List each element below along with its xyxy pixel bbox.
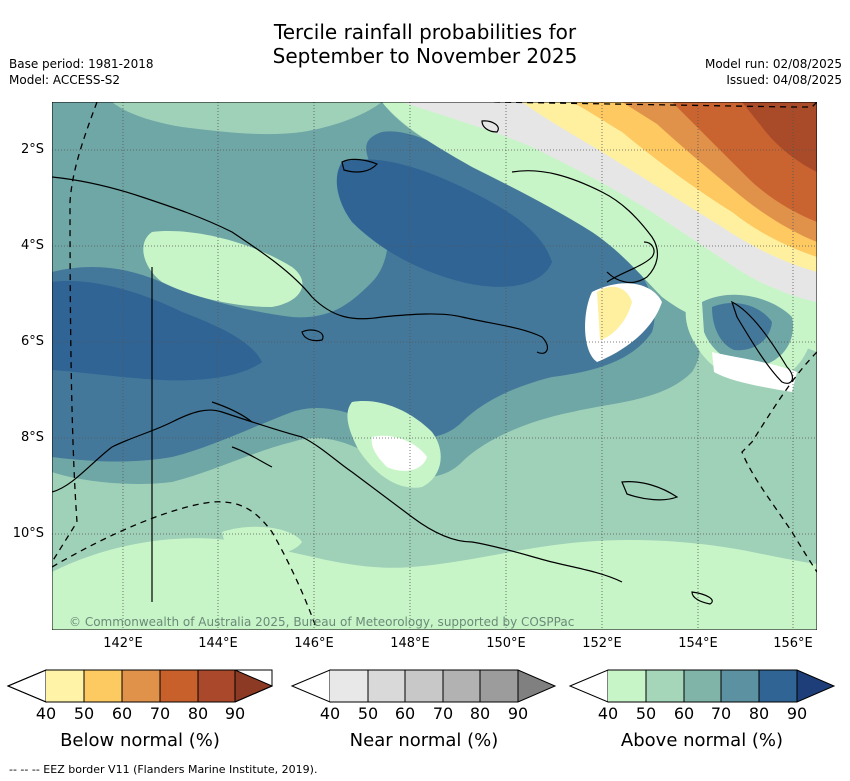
above-80-central: [336, 159, 552, 287]
above-swatch: [721, 670, 759, 702]
below-tick: 70: [149, 704, 171, 723]
above-tick: 50: [635, 704, 657, 723]
below-swatch: [198, 670, 235, 702]
above-swatch: [684, 670, 721, 702]
rainfall-probability-map: © Commonwealth of Australia 2025, Bureau…: [52, 102, 817, 630]
model-info: Base period: 1981-2018 Model: ACCESS-S2: [9, 56, 154, 88]
near-tick: 70: [432, 704, 454, 723]
credit-text: © Commonwealth of Australia 2025, Bureau…: [69, 615, 574, 629]
lon-label-150e: 150°E: [486, 636, 526, 651]
graticule: [52, 102, 817, 630]
above-tick: 80: [748, 704, 770, 723]
above-swatch: [608, 670, 646, 702]
coastlines: [52, 120, 794, 605]
no-signal-patch: [371, 435, 427, 471]
title-line-2: September to November 2025: [272, 44, 578, 68]
above-tick: 40: [597, 704, 619, 723]
near-tick: 60: [394, 704, 416, 723]
below-swatch: [46, 670, 84, 702]
title-line-1: Tercile rainfall probabilities for: [273, 20, 577, 44]
base-period-text: Base period: 1981-2018: [9, 57, 154, 71]
lon-label-142e: 142°E: [103, 636, 143, 651]
above-40-south: [52, 538, 817, 630]
near-swatch: [443, 670, 480, 702]
near-tick: 40: [319, 704, 341, 723]
lat-label-10s: 10°S: [12, 526, 44, 541]
near-tick: 50: [357, 704, 379, 723]
lon-label-154e: 154°E: [678, 636, 718, 651]
above-normal-title: Above normal (%): [620, 730, 784, 751]
below-80-area: [742, 102, 817, 172]
near-tick: 90: [507, 704, 529, 723]
near-swatch: [518, 670, 555, 702]
above-tick: 60: [673, 704, 695, 723]
lat-label-4s: 4°S: [20, 238, 44, 253]
below-swatch: [84, 670, 122, 702]
colorbar-near-normal: [290, 669, 557, 703]
colorbar-above-normal: [568, 669, 836, 703]
above-50-north: [112, 102, 382, 135]
near-swatch: [368, 670, 405, 702]
below-40-patch: [597, 286, 632, 340]
model-name-text: Model: ACCESS-S2: [9, 73, 121, 87]
lat-label-6s: 6°S: [20, 334, 44, 349]
lat-label-2s: 2°S: [20, 142, 44, 157]
lon-label-144e: 144°E: [198, 636, 238, 651]
near-swatch: [480, 670, 518, 702]
issued-date: Issued: 04/08/2025: [726, 73, 842, 87]
near-swatch: [330, 670, 368, 702]
below-swatch: [122, 670, 160, 702]
above-40-highlands: [143, 231, 303, 307]
above-swatch: [646, 670, 684, 702]
lon-label-146e: 146°E: [294, 636, 334, 651]
lon-label-156e: 156°E: [773, 636, 813, 651]
lon-label-152e: 152°E: [582, 636, 622, 651]
colorbars: [6, 669, 836, 703]
lon-label-148e: 148°E: [390, 636, 430, 651]
lat-label-8s: 8°S: [20, 430, 44, 445]
below-swatch: [160, 670, 198, 702]
above-tick: 70: [710, 704, 732, 723]
eez-legend-note: -- -- -- EEZ border V11 (Flanders Marine…: [9, 763, 318, 776]
model-run-date: Model run: 02/08/2025: [704, 57, 842, 71]
above-80-west: [52, 281, 262, 381]
near-tick: 80: [469, 704, 491, 723]
below-tick: 40: [35, 704, 57, 723]
below-tick: 50: [73, 704, 95, 723]
colorbar-below-normal: [6, 669, 274, 703]
eez-border: [52, 102, 817, 630]
above-swatch: [759, 670, 797, 702]
no-signal-bougainville: [712, 352, 797, 392]
below-swatch: [235, 670, 272, 702]
above-swatch: [797, 670, 834, 702]
run-info: Model run: 02/08/2025 Issued: 04/08/2025: [705, 56, 842, 88]
below-normal-title: Below normal (%): [60, 730, 220, 751]
chart-title: Tercile rainfall probabilities for Septe…: [0, 20, 850, 68]
above-tick: 90: [786, 704, 808, 723]
below-tick: 60: [111, 704, 133, 723]
bougainville-70: [712, 302, 772, 351]
near-normal-title: Near normal (%): [349, 730, 499, 751]
below-tick: 90: [224, 704, 246, 723]
near-swatch: [405, 670, 443, 702]
below-tick: 80: [187, 704, 209, 723]
